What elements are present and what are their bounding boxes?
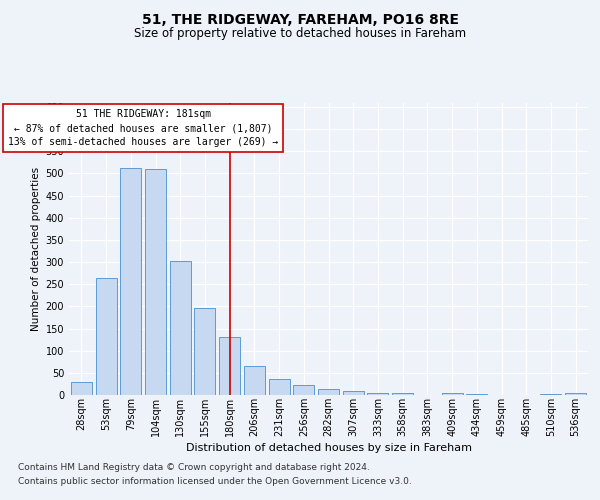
Bar <box>466 394 487 395</box>
Bar <box>219 338 240 395</box>
Text: 51, THE RIDGEWAY, FAREHAM, PO16 8RE: 51, THE RIDGEWAY, FAREHAM, PO16 8RE <box>142 12 458 26</box>
Bar <box>318 389 339 395</box>
Bar <box>293 385 314 395</box>
Bar <box>269 378 290 395</box>
Bar <box>145 169 166 395</box>
Bar <box>565 393 586 395</box>
X-axis label: Distribution of detached houses by size in Fareham: Distribution of detached houses by size … <box>185 442 472 452</box>
Text: 51 THE RIDGEWAY: 181sqm
← 87% of detached houses are smaller (1,807)
13% of semi: 51 THE RIDGEWAY: 181sqm ← 87% of detache… <box>8 109 278 147</box>
Bar <box>95 278 116 395</box>
Bar <box>343 391 364 395</box>
Bar <box>170 261 191 395</box>
Bar <box>120 168 141 395</box>
Y-axis label: Number of detached properties: Number of detached properties <box>31 166 41 331</box>
Bar <box>244 366 265 395</box>
Bar <box>541 394 562 395</box>
Text: Size of property relative to detached houses in Fareham: Size of property relative to detached ho… <box>134 28 466 40</box>
Bar <box>442 393 463 395</box>
Bar <box>392 393 413 395</box>
Bar <box>71 382 92 395</box>
Bar <box>367 393 388 395</box>
Text: Contains public sector information licensed under the Open Government Licence v3: Contains public sector information licen… <box>18 477 412 486</box>
Bar <box>194 308 215 395</box>
Text: Contains HM Land Registry data © Crown copyright and database right 2024.: Contains HM Land Registry data © Crown c… <box>18 464 370 472</box>
